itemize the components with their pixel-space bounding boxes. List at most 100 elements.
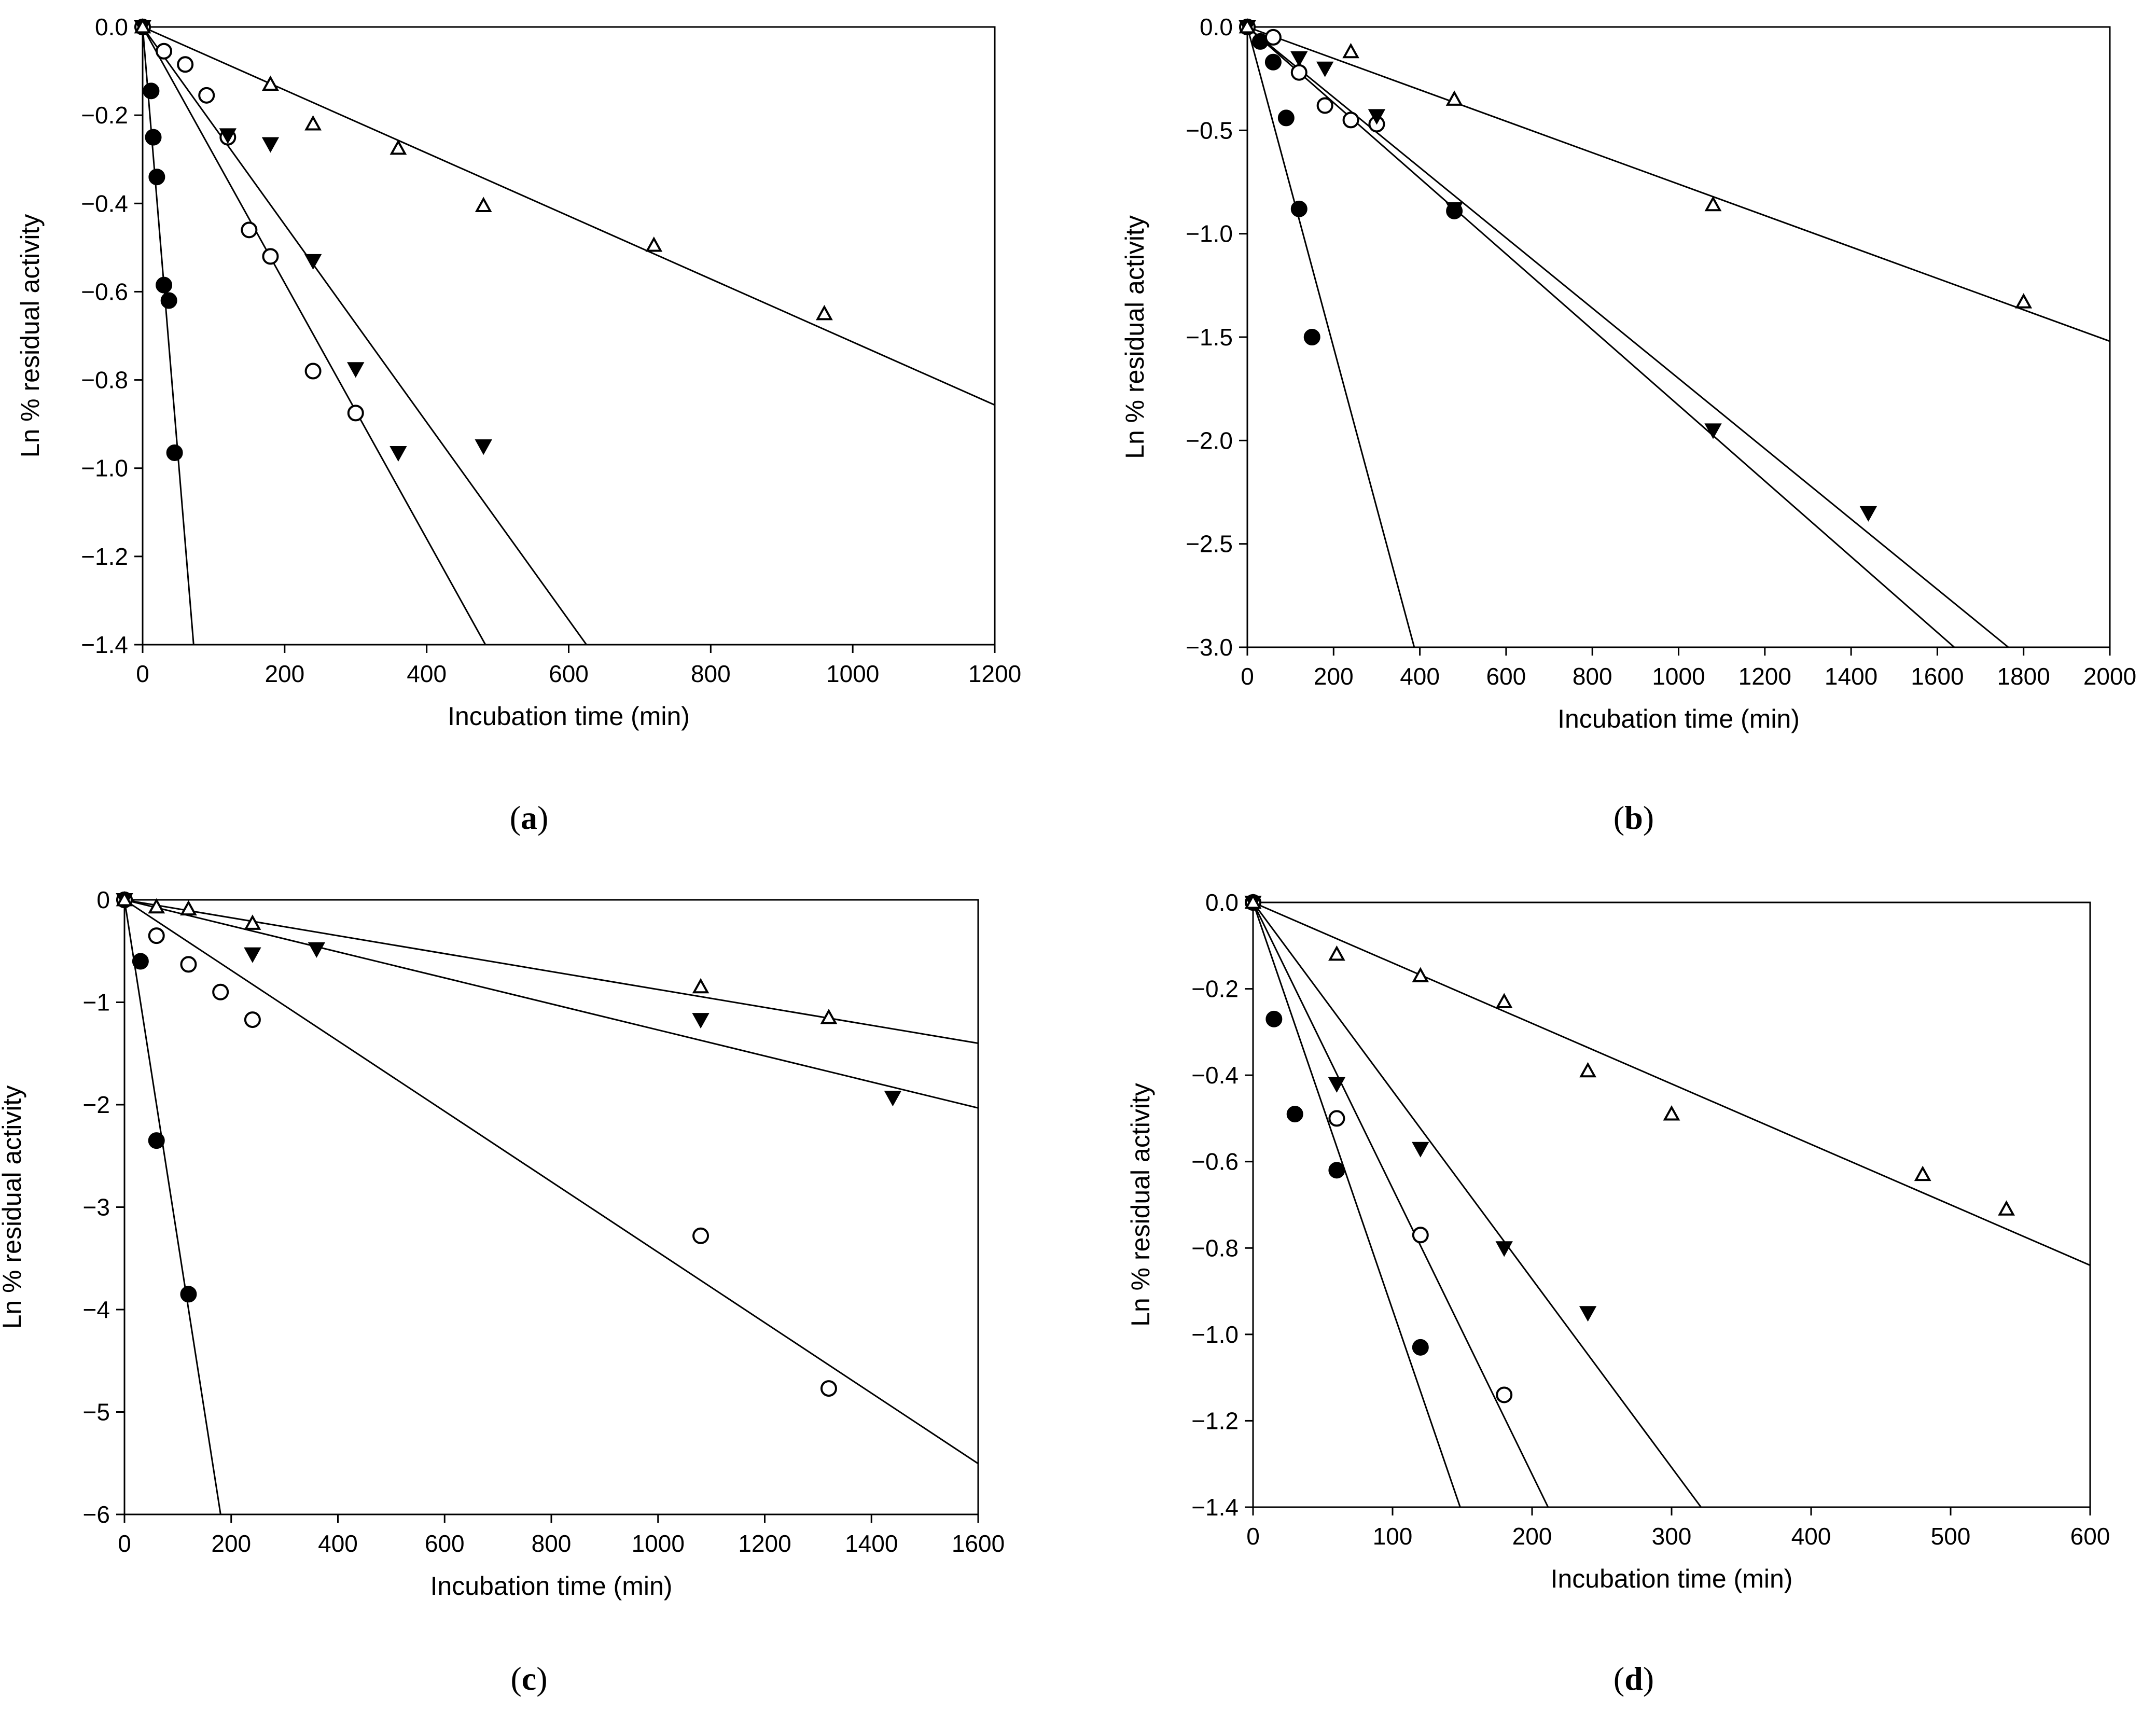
panel-a-point-open-triangle-up bbox=[390, 139, 407, 155]
panel-c-x-tick-label: 1200 bbox=[738, 1530, 791, 1557]
panel-a-x-axis-label: Incubation time (min) bbox=[448, 702, 690, 731]
panel-d-y-tick-label: −1.2 bbox=[1191, 1407, 1239, 1434]
panel-c-x-tick-label: 1400 bbox=[845, 1530, 898, 1557]
panel-c-x-tick-label: 200 bbox=[211, 1530, 251, 1557]
panel-d-point-filled-circle bbox=[1265, 1010, 1283, 1027]
panel-b-point-open-circle bbox=[1264, 29, 1282, 46]
panel-b-y-tick-label: 0.0 bbox=[1200, 13, 1233, 40]
panel-c-point-open-circle bbox=[148, 927, 165, 944]
panel-d-point-filled-circle bbox=[1328, 1162, 1345, 1179]
panel-c-point-filled-circle bbox=[180, 1286, 197, 1303]
panel-b-point-filled-triangle-down bbox=[1316, 61, 1334, 77]
panel-c-fit-line-open-circle bbox=[124, 899, 979, 1465]
panel-a-point-open-circle bbox=[347, 405, 364, 422]
panel-b-point-filled-circle bbox=[1303, 329, 1320, 345]
panel-a-point-open-triangle-up bbox=[304, 115, 322, 131]
panel-c-x-tick-label: 1000 bbox=[632, 1530, 685, 1557]
panel-d-point-filled-triangle-down bbox=[1579, 1306, 1597, 1322]
panel-b-point-filled-circle bbox=[1290, 200, 1307, 217]
panel-d-y-tick-label: 0.0 bbox=[1205, 889, 1239, 916]
panel-c-y-tick-label: −1 bbox=[83, 989, 110, 1016]
panel-c-point-open-circle bbox=[244, 1011, 261, 1028]
panel-b-x-tick-label: 2000 bbox=[2083, 663, 2136, 690]
panel-b-x-tick-label: 0 bbox=[1241, 663, 1254, 690]
panel-c-y-tick-label: −2 bbox=[83, 1091, 110, 1118]
panel-a-y-tick-label: −0.8 bbox=[81, 367, 128, 394]
panel-a-fit-line-open-triangle-up bbox=[142, 26, 995, 406]
panel-b-point-filled-triangle-down bbox=[1859, 506, 1877, 522]
panel-c-point-open-circle bbox=[212, 983, 229, 1000]
panel-b-point-open-triangle-up bbox=[1704, 196, 1722, 212]
panel-d-point-open-circle bbox=[1412, 1227, 1429, 1244]
panel-b-x-tick-label: 1600 bbox=[1911, 663, 1964, 690]
panel-a-point-filled-triangle-down bbox=[304, 254, 322, 270]
panel-a-point-filled-triangle-down bbox=[475, 439, 492, 455]
panel-a-point-filled-circle bbox=[166, 444, 183, 461]
panel-a-point-filled-triangle-down bbox=[390, 446, 407, 462]
panel-d-point-filled-triangle-down bbox=[1412, 1142, 1429, 1158]
panel-d-x-axis-label: Incubation time (min) bbox=[1551, 1564, 1793, 1593]
panel-a-plot-frame bbox=[142, 26, 996, 646]
panel-caption-b: (b) bbox=[1613, 799, 1654, 836]
panel-d-plot-frame bbox=[1252, 901, 2091, 1508]
panel-b-x-tick-label: 800 bbox=[1573, 663, 1612, 690]
panel-b-y-tick-label: −3.0 bbox=[1186, 634, 1233, 661]
panel-b-y-tick-label: −1.0 bbox=[1186, 220, 1233, 247]
panel-a-point-open-circle bbox=[262, 248, 279, 265]
panel-d-point-open-circle bbox=[1496, 1386, 1513, 1403]
panel-caption-d: (d) bbox=[1613, 1660, 1654, 1697]
panel-c-x-tick-label: 800 bbox=[532, 1530, 572, 1557]
panel-c-point-filled-triangle-down bbox=[884, 1091, 902, 1107]
panel-d-x-tick-label: 200 bbox=[1512, 1523, 1552, 1550]
panel-c-point-filled-triangle-down bbox=[244, 947, 261, 963]
panel-d-x-tick-label: 600 bbox=[2070, 1523, 2110, 1550]
panel-a-point-filled-triangle-down bbox=[347, 362, 365, 378]
panel-d-point-open-circle bbox=[1328, 1110, 1345, 1127]
panel-c-y-tick-label: −5 bbox=[83, 1399, 110, 1426]
panel-a-point-open-circle bbox=[177, 56, 194, 73]
panel-c-y-tick-label: −6 bbox=[83, 1501, 110, 1528]
panel-a-fit-line-filled-triangle-down bbox=[142, 26, 587, 645]
panel-c-fit-line-open-triangle-up bbox=[124, 899, 979, 1044]
panel-b: 0 200 400 600 800 1000 1200 1400 1600 1800 2000 0.0… bbox=[1120, 13, 2136, 733]
panel-c-plot-frame bbox=[123, 899, 979, 1515]
panel-d-point-filled-circle bbox=[1412, 1339, 1429, 1356]
panel-a-y-tick-label: −0.6 bbox=[81, 278, 128, 305]
panel-b-point-open-triangle-up bbox=[1342, 43, 1359, 59]
panel-d-fit-line-filled-triangle-down bbox=[1252, 902, 1702, 1508]
panel-a-y-tick-label: −1.2 bbox=[81, 543, 128, 570]
panel-c-y-axis-label: Ln % residual activity bbox=[0, 1086, 26, 1329]
panel-a-y-tick-label: −0.2 bbox=[81, 102, 128, 129]
panel-a-x-tick-label: 400 bbox=[407, 660, 447, 687]
panel-a-x-tick-label: 1200 bbox=[968, 660, 1021, 687]
panel-b-x-tick-label: 400 bbox=[1400, 663, 1440, 690]
panel-d-x-tick-label: 100 bbox=[1373, 1523, 1413, 1550]
panel-a-point-filled-circle bbox=[160, 292, 177, 309]
panel-d-fit-line-open-circle bbox=[1252, 902, 1549, 1508]
panel-d-x-tick-label: 500 bbox=[1931, 1523, 1971, 1550]
panel-c-point-open-triangle-up bbox=[180, 900, 197, 916]
panel-c-point-open-triangle-up bbox=[244, 914, 261, 930]
panel-d-point-filled-triangle-down bbox=[1328, 1077, 1346, 1093]
panel-a-y-tick-label: 0.0 bbox=[95, 13, 128, 40]
panel-d-x-tick-label: 300 bbox=[1652, 1523, 1692, 1550]
panel-a-point-open-triangle-up bbox=[475, 197, 492, 212]
panel-c-point-filled-circle bbox=[148, 1132, 165, 1149]
panel-b-x-tick-label: 200 bbox=[1314, 663, 1354, 690]
panel-c-point-filled-triangle-down bbox=[692, 1013, 710, 1029]
panel-a-x-tick-label: 200 bbox=[265, 660, 304, 687]
panel-b-point-filled-triangle-down bbox=[1368, 109, 1386, 125]
panel-d-point-filled-triangle-down bbox=[1495, 1241, 1513, 1257]
panel-b-point-filled-circle bbox=[1264, 53, 1282, 71]
panel-d-point-open-triangle-up bbox=[1663, 1105, 1680, 1121]
panel-b-point-filled-circle bbox=[1277, 109, 1295, 127]
panel-a-point-open-circle bbox=[156, 43, 173, 60]
panel-d-x-tick-label: 0 bbox=[1246, 1523, 1260, 1550]
panel-d-point-filled-circle bbox=[1286, 1106, 1303, 1123]
panel-b-x-axis-label: Incubation time (min) bbox=[1557, 704, 1800, 733]
panel-d-x-tick-label: 400 bbox=[1791, 1523, 1831, 1550]
panel-c-x-tick-label: 400 bbox=[318, 1530, 358, 1557]
panel-c-x-tick-label: 600 bbox=[425, 1530, 465, 1557]
panel-c-x-tick-label: 0 bbox=[118, 1530, 131, 1557]
panel-d-point-open-triangle-up bbox=[1495, 993, 1513, 1008]
